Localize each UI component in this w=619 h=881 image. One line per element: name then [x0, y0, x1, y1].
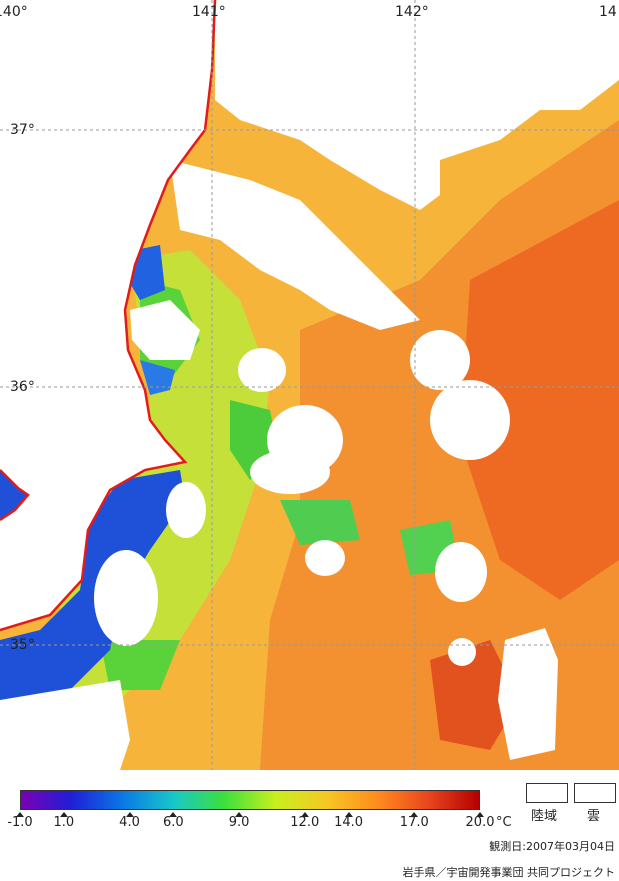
colorbar-tick-label: 6.0 — [162, 815, 184, 830]
lat-label-37: 37° — [10, 122, 35, 138]
cloud-patch — [435, 542, 487, 602]
coastline — [0, 0, 217, 632]
colorbar-tick-label: 4.0 — [119, 815, 140, 830]
graticule — [0, 0, 619, 770]
land-area — [0, 0, 215, 630]
cloud-patch — [305, 540, 345, 576]
green-water-patch — [280, 500, 360, 545]
colorbar-tick-mark — [59, 812, 68, 817]
colorbar-tick-label: 1.0 — [53, 815, 75, 830]
cloud-area — [130, 300, 200, 360]
colorbar-tick-mark — [235, 812, 244, 817]
cloud-patch — [0, 680, 130, 770]
cloud-patch — [430, 380, 510, 460]
colorbar-tick-mark — [16, 812, 24, 817]
colorbar-tick-label: 17.0 — [399, 815, 429, 830]
observation-date: 観測日:2007年03月04日 — [489, 840, 615, 853]
cloud-legend-swatch — [574, 783, 616, 803]
lon-label-141: 141° — [192, 4, 226, 20]
coastline-peninsula — [0, 469, 30, 522]
cloud-patch — [498, 628, 558, 760]
land-legend-swatch — [526, 783, 568, 803]
cold-water-region — [140, 360, 175, 395]
lon-label-143: 14 — [599, 4, 617, 20]
lon-label-140: 140° — [0, 4, 28, 20]
cloud-legend-label: 雲 — [587, 809, 601, 824]
cold-water-region — [0, 470, 185, 700]
colorbar-tick-label: 9.0 — [228, 815, 250, 830]
lat-label-36: 36° — [10, 379, 35, 395]
colorbar-tick-label: -1.0 — [7, 815, 33, 830]
sea-surface-temperature-map: 140° 141° 142° 14 37° 36° 35° — [0, 0, 619, 770]
temperature-unit: °C — [496, 815, 512, 830]
cloud-patch — [410, 330, 470, 390]
green-water-patch — [100, 640, 180, 690]
lat-label-35: 35° — [10, 637, 35, 653]
colorbar-tick-mark — [476, 812, 484, 817]
colorbar-tick-mark — [169, 812, 178, 817]
colorbar-tick-mark — [410, 812, 419, 817]
hot-water-region — [460, 200, 619, 600]
land-legend-label: 陸域 — [531, 809, 558, 824]
cloud-patch — [448, 638, 476, 666]
temperature-colorbar — [20, 790, 480, 810]
colorbar-tick-mark — [300, 812, 309, 817]
cloud-area — [215, 0, 619, 210]
cloud-patch — [94, 550, 158, 646]
lon-label-142: 142° — [395, 4, 429, 20]
colorbar-tick-label: 14.0 — [334, 815, 364, 830]
colorbar-tick-label: 12.0 — [290, 815, 320, 830]
credit-line: 岩手県／宇宙開発事業団 共同プロジェクト — [402, 866, 616, 879]
cloud-area — [170, 160, 420, 330]
cloud-patch — [166, 482, 206, 538]
cloud-patch — [238, 348, 286, 392]
colorbar-tick-mark — [344, 812, 353, 817]
colorbar-tick-mark — [125, 812, 134, 817]
hot-water-patch — [430, 640, 520, 750]
colorbar-tick-label: 20.0 — [465, 815, 495, 830]
cloud-patch — [250, 450, 330, 494]
